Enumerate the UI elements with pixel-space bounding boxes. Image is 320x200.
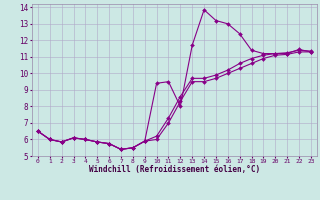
X-axis label: Windchill (Refroidissement éolien,°C): Windchill (Refroidissement éolien,°C) bbox=[89, 165, 260, 174]
